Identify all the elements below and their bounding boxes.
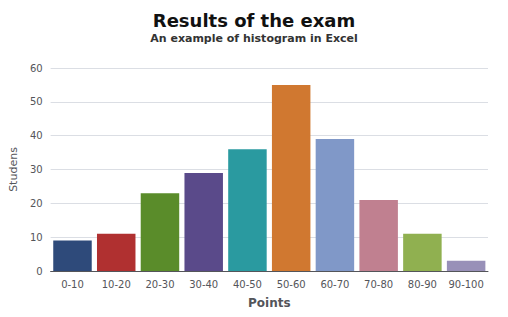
svg-text:0: 0 — [36, 266, 42, 277]
svg-text:90-100: 90-100 — [448, 279, 483, 290]
svg-text:20: 20 — [30, 198, 43, 209]
svg-text:80-90: 80-90 — [408, 279, 437, 290]
svg-text:0-10: 0-10 — [61, 279, 84, 290]
svg-text:60: 60 — [30, 63, 43, 74]
svg-text:30-40: 30-40 — [189, 279, 218, 290]
svg-text:60-70: 60-70 — [320, 279, 349, 290]
svg-text:Points: Points — [248, 296, 291, 310]
svg-text:40-50: 40-50 — [233, 279, 262, 290]
svg-text:30: 30 — [30, 164, 43, 175]
svg-text:70-80: 70-80 — [364, 279, 393, 290]
svg-text:Results of the exam: Results of the exam — [153, 10, 355, 31]
svg-text:10-20: 10-20 — [102, 279, 131, 290]
svg-text:10: 10 — [30, 232, 43, 243]
svg-text:20-30: 20-30 — [145, 279, 174, 290]
svg-text:An example of histogram in Exc: An example of histogram in Excel — [150, 32, 358, 45]
svg-text:50-60: 50-60 — [277, 279, 306, 290]
svg-text:50: 50 — [30, 96, 43, 107]
svg-text:Studens: Studens — [7, 147, 20, 192]
svg-text:40: 40 — [30, 130, 43, 141]
